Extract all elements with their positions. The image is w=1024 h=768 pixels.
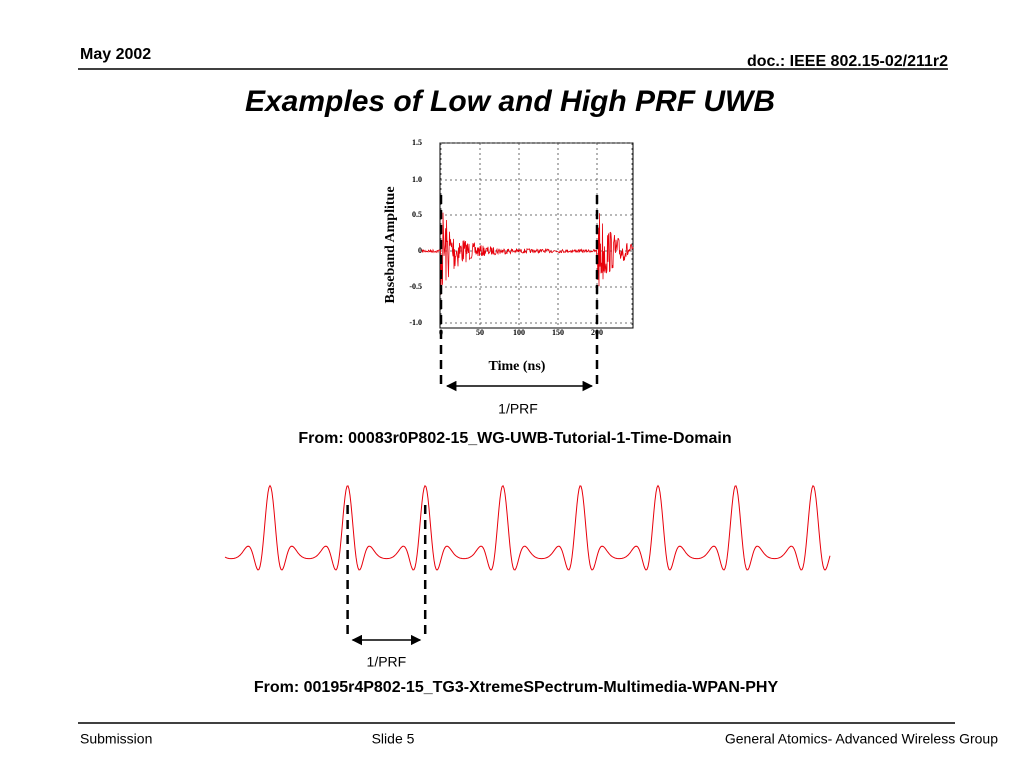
slide-title: Examples of Low and High PRF UWB bbox=[245, 85, 775, 118]
footer-left: Submission bbox=[80, 731, 152, 747]
y-tick-label: -0.5 bbox=[409, 282, 422, 291]
interval-label: 1/PRF bbox=[367, 654, 407, 670]
x-tick-label: 100 bbox=[513, 328, 525, 337]
plot-frame bbox=[439, 142, 634, 329]
doc-id: doc.: IEEE 802.15-02/211r2 bbox=[747, 53, 948, 70]
source-caption: From: 00195r4P802-15_TG3-XtremeSPectrum-… bbox=[254, 679, 779, 696]
footer-right: General Atomics- Advanced Wireless Group bbox=[725, 731, 998, 747]
x-axis-label: Time (ns) bbox=[489, 359, 546, 374]
slide-number: Slide 5 bbox=[372, 731, 415, 747]
date: May 2002 bbox=[80, 46, 151, 63]
plot-1: Baseband Amplitue Time (ns) 1.5 1.0 0.5 0 -0… bbox=[383, 138, 634, 374]
x-tick-label: 50 bbox=[476, 328, 484, 337]
source-caption: From: 00083r0P802-15_WG-UWB-Tutorial-1-T… bbox=[298, 430, 731, 447]
x-tick-label: 150 bbox=[552, 328, 564, 337]
y-tick-label: 1.0 bbox=[412, 175, 422, 184]
y-tick-label: -1.0 bbox=[409, 318, 422, 327]
interval-label: 1/PRF bbox=[498, 401, 538, 417]
y-tick-label: 0 bbox=[418, 246, 422, 255]
pulse-train bbox=[224, 484, 831, 571]
y-tick-label: 1.5 bbox=[412, 138, 422, 147]
y-axis-label: Baseband Amplitue bbox=[383, 186, 398, 303]
y-tick-label: 0.5 bbox=[412, 210, 422, 219]
